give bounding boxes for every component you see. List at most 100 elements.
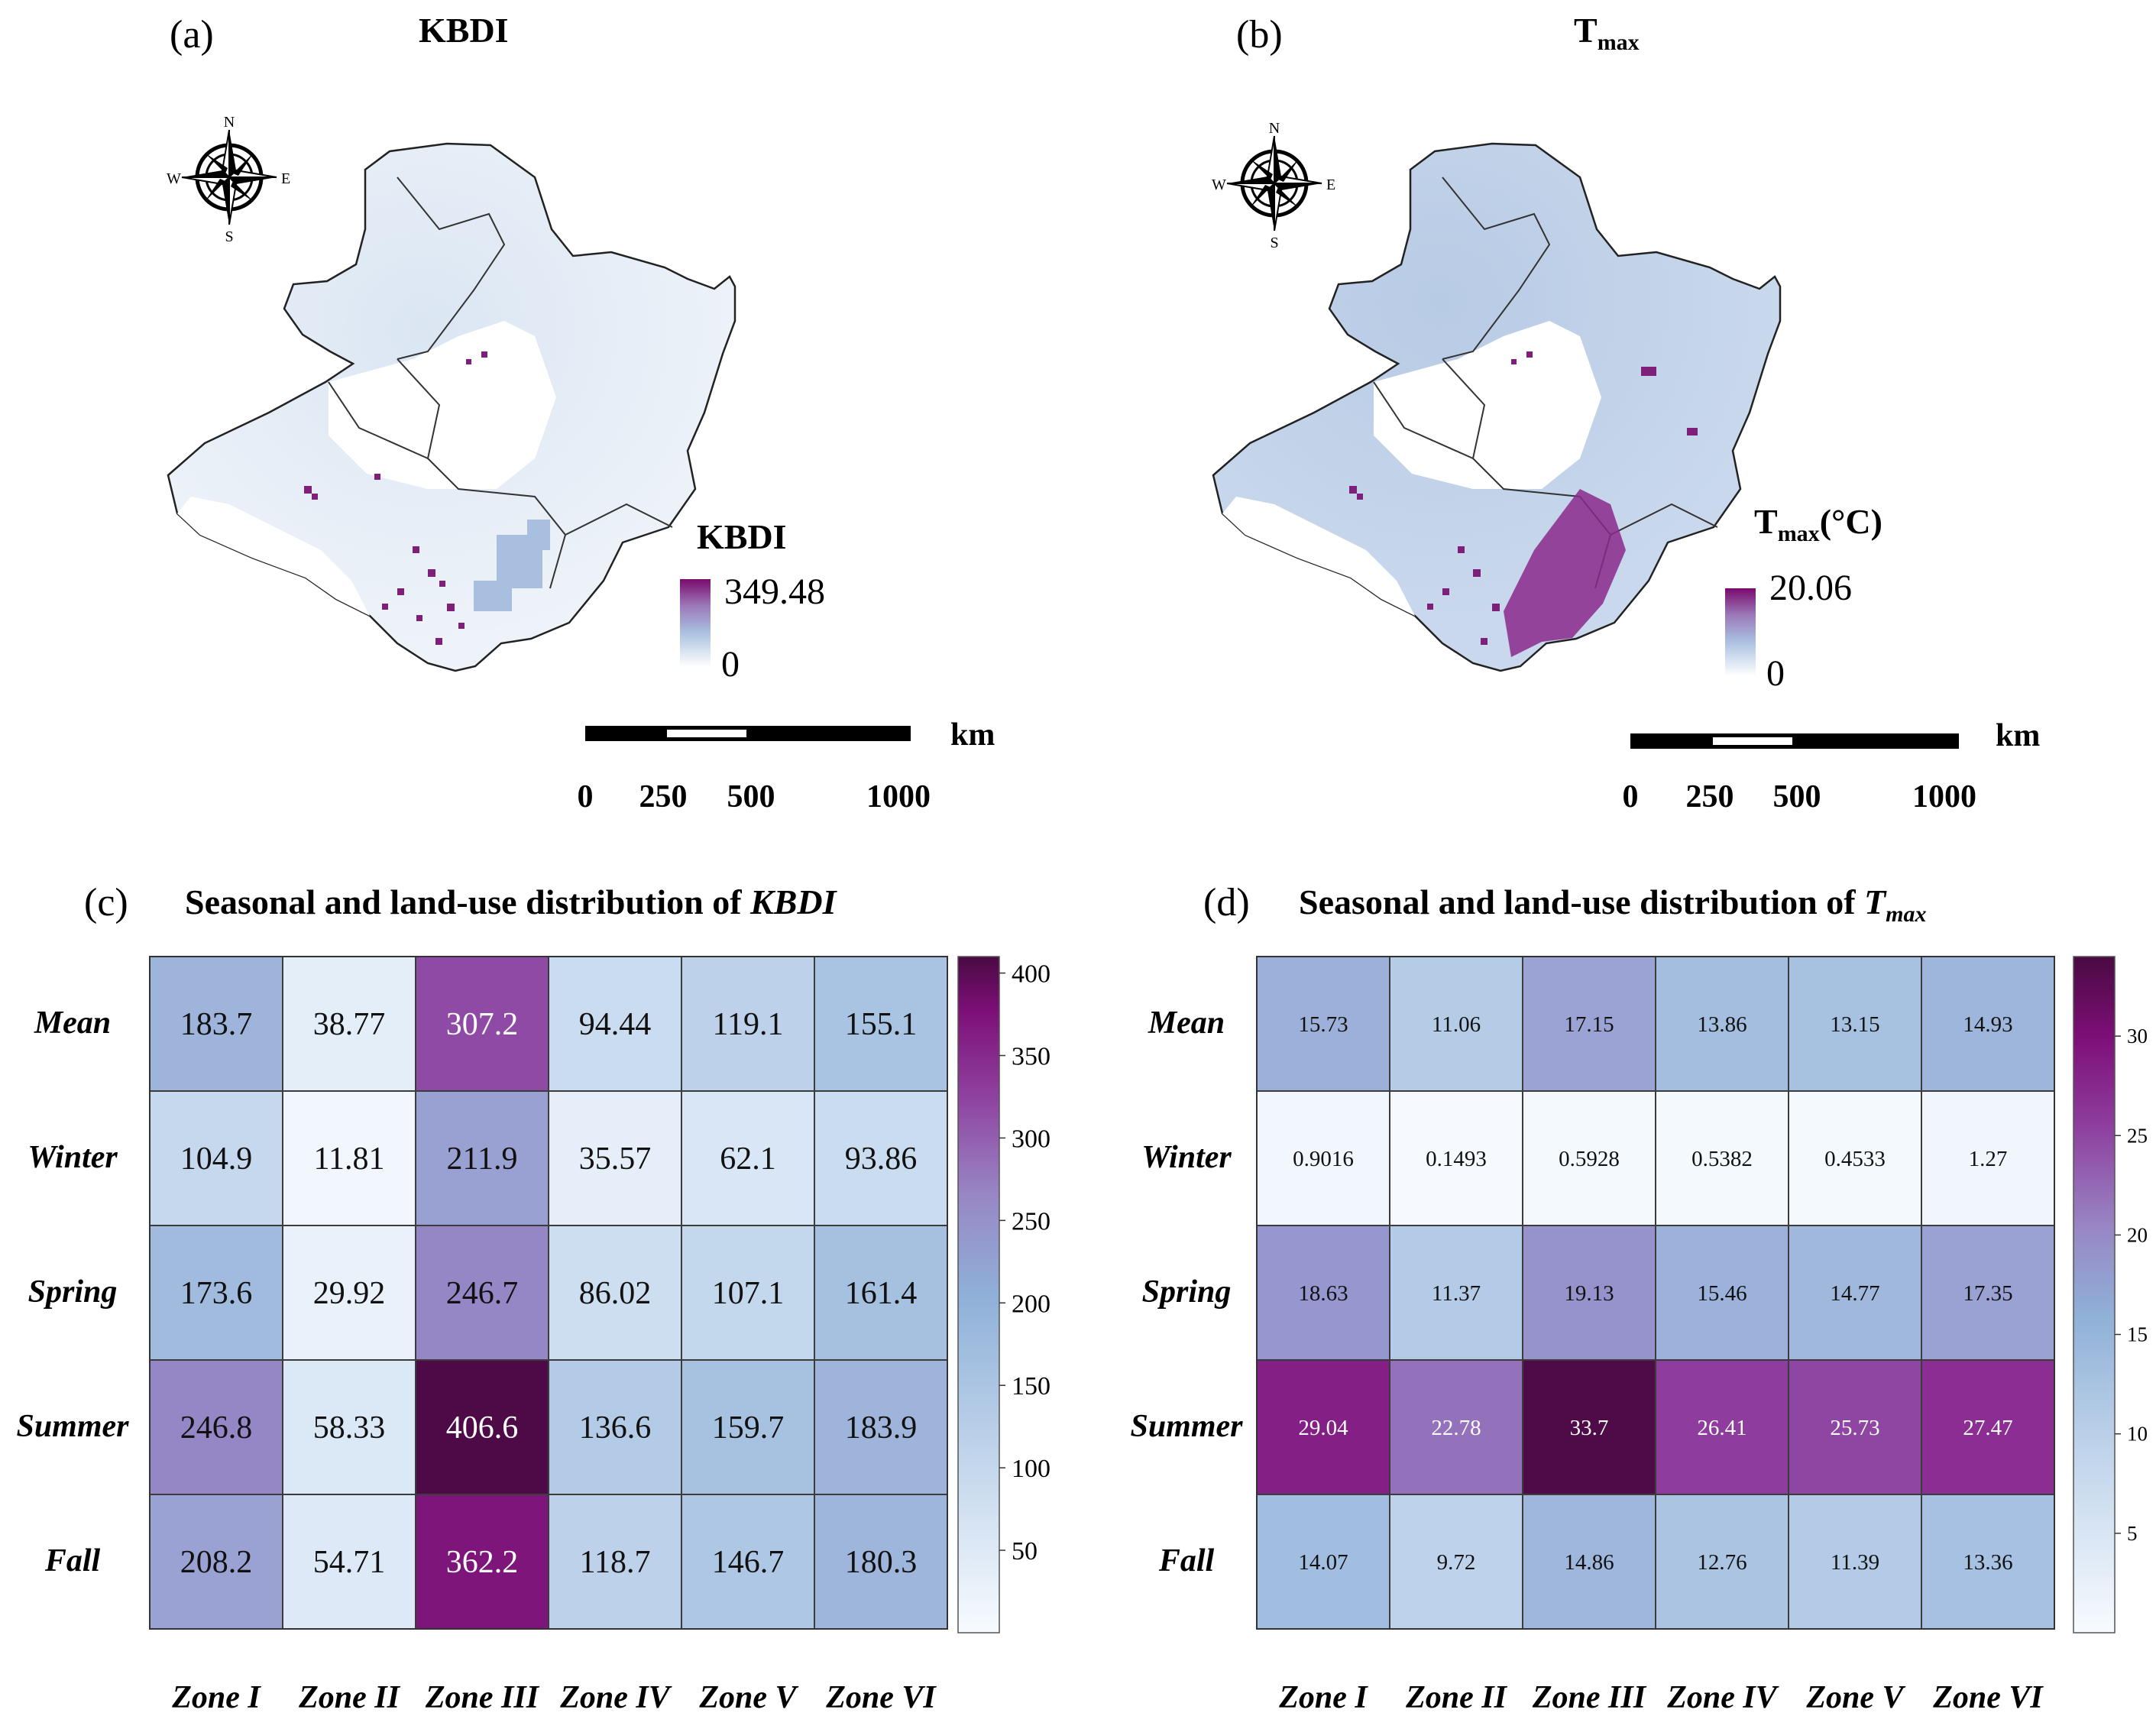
- heatmap-cell: [415, 1225, 549, 1361]
- svg-text:0: 0: [578, 779, 594, 814]
- column-label: Zone III: [425, 1680, 540, 1715]
- heatmap-cell: [149, 1225, 283, 1361]
- heatmap-cell: [282, 1494, 416, 1630]
- cell-value-label: 211.9: [447, 1141, 518, 1177]
- cell-value-label: 13.86: [1697, 1012, 1746, 1037]
- cell-value-label: 22.78: [1431, 1416, 1481, 1440]
- heatmap-cell: [1788, 1494, 1922, 1630]
- cell-value-label: 12.76: [1697, 1550, 1746, 1575]
- tmax-legend: Tmax(°C) 20.06 0: [1725, 502, 1882, 694]
- cell-value-label: 183.9: [845, 1410, 918, 1446]
- heatmap-cell: [415, 1090, 549, 1226]
- panel-b-label: (b): [1236, 13, 1283, 57]
- cell-value-label: 33.7: [1570, 1416, 1609, 1440]
- svg-text:0: 0: [721, 644, 740, 685]
- cell-value-label: 307.2: [446, 1007, 519, 1042]
- column-label: Zone II: [298, 1680, 401, 1715]
- panel-a-label: (a): [170, 13, 214, 57]
- scale-bar: km 0 250 500 1000: [1623, 718, 2041, 814]
- cell-value-label: 86.02: [579, 1276, 652, 1311]
- heatmap-cell: [1921, 1090, 2055, 1226]
- row-label: Mean: [34, 1005, 111, 1041]
- heatmap-cell: [548, 956, 682, 1092]
- heatmap-cell: [1389, 1494, 1523, 1630]
- cell-value-label: 15.46: [1697, 1281, 1746, 1306]
- row-label: Fall: [44, 1543, 101, 1578]
- compass-icon: N S E W: [167, 114, 290, 245]
- cell-value-label: 35.57: [579, 1141, 652, 1177]
- panel-d-label: (d): [1203, 881, 1250, 924]
- column-label: Zone VI: [825, 1680, 937, 1715]
- svg-text:N: N: [224, 114, 235, 131]
- colorbar-tick-label: 10: [2127, 1423, 2148, 1446]
- cell-value-label: 62.1: [720, 1141, 776, 1177]
- cell-value-label: 14.07: [1298, 1550, 1348, 1575]
- row-label: Fall: [1158, 1543, 1215, 1578]
- cell-value-label: 107.1: [712, 1276, 785, 1311]
- heatmap-cell: [814, 1090, 948, 1226]
- heatmap-cell: [814, 1359, 948, 1495]
- scale-bar: km 0 250 500 1000: [578, 717, 995, 814]
- colorbar-tick-label: 15: [2127, 1323, 2148, 1346]
- cell-value-label: 13.36: [1963, 1550, 2012, 1575]
- svg-text:KBDI: KBDI: [697, 517, 787, 556]
- svg-text:0: 0: [1766, 653, 1785, 694]
- row-label: Spring: [1142, 1274, 1232, 1310]
- column-label: Zone I: [1278, 1680, 1368, 1715]
- heatmap-cell: [814, 1494, 948, 1630]
- cell-value-label: 29.92: [313, 1276, 386, 1311]
- heatmap-cell: [681, 1090, 815, 1226]
- cell-value-label: 25.73: [1830, 1416, 1879, 1440]
- cell-value-label: 19.13: [1564, 1281, 1614, 1306]
- cell-value-label: 29.04: [1298, 1416, 1348, 1440]
- panel-a-map: (a) KBDI N S E W: [167, 11, 995, 814]
- heatmap-cell: [1389, 1090, 1523, 1226]
- column-label: Zone VI: [1932, 1680, 2044, 1715]
- cell-value-label: 27.47: [1963, 1416, 2012, 1440]
- cell-value-label: 146.7: [712, 1545, 785, 1580]
- cell-value-label: 94.44: [579, 1007, 652, 1042]
- column-label: Zone II: [1405, 1680, 1508, 1715]
- panel-c-label: (c): [84, 881, 128, 924]
- svg-text:S: S: [225, 228, 233, 245]
- heatmap-cell: [149, 1090, 283, 1226]
- colorbar-tick-label: 100: [1012, 1455, 1050, 1483]
- colorbar-tick-label: 25: [2127, 1124, 2148, 1147]
- cell-value-label: 26.41: [1697, 1416, 1746, 1440]
- colorbar-tick-label: 50: [1012, 1537, 1038, 1565]
- svg-text:349.48: 349.48: [724, 571, 825, 612]
- svg-text:1000: 1000: [1912, 779, 1976, 814]
- column-label: Zone III: [1532, 1680, 1647, 1715]
- colorbar-tick-label: 300: [1012, 1125, 1050, 1153]
- tmax-region-map: [1212, 142, 1782, 672]
- column-label: Zone V: [698, 1680, 798, 1715]
- colorbar-tick-label: 400: [1012, 960, 1050, 989]
- heatmap-cell: [1655, 1494, 1789, 1630]
- panel-b-map: (b) Tmax N S E W: [1212, 11, 2040, 814]
- cell-value-label: 159.7: [712, 1410, 785, 1446]
- heatmap-cell: [681, 1494, 815, 1630]
- colorbar-tick-label: 20: [2127, 1223, 2148, 1246]
- colorbar-tick-label: 350: [1012, 1043, 1050, 1071]
- svg-text:N: N: [1269, 120, 1280, 137]
- tmax-heatmap: 15.73 11.06 17.15 13.86 13.15 14.93 0.9016 0.14…: [1130, 956, 2148, 1715]
- cell-value-label: 406.6: [446, 1410, 519, 1446]
- cell-value-label: 13.15: [1830, 1012, 1879, 1037]
- cell-value-label: 183.7: [180, 1007, 253, 1042]
- heatmap-cell: [282, 956, 416, 1092]
- heatmap-cell: [1788, 1090, 1922, 1226]
- heatmap-cell: [415, 956, 549, 1092]
- svg-text:250: 250: [639, 779, 688, 814]
- svg-text:1000: 1000: [866, 779, 931, 814]
- svg-text:250: 250: [1686, 779, 1734, 814]
- cell-value-label: 18.63: [1298, 1281, 1348, 1306]
- svg-text:km: km: [1996, 718, 2040, 753]
- svg-text:S: S: [1270, 235, 1278, 251]
- cell-value-label: 54.71: [313, 1545, 386, 1580]
- heatmap-cell: [1788, 1359, 1922, 1495]
- cell-value-label: 136.6: [579, 1410, 652, 1446]
- cell-value-label: 11.06: [1432, 1012, 1481, 1037]
- svg-text:0: 0: [1623, 779, 1639, 814]
- legend-gradient: [1725, 588, 1756, 676]
